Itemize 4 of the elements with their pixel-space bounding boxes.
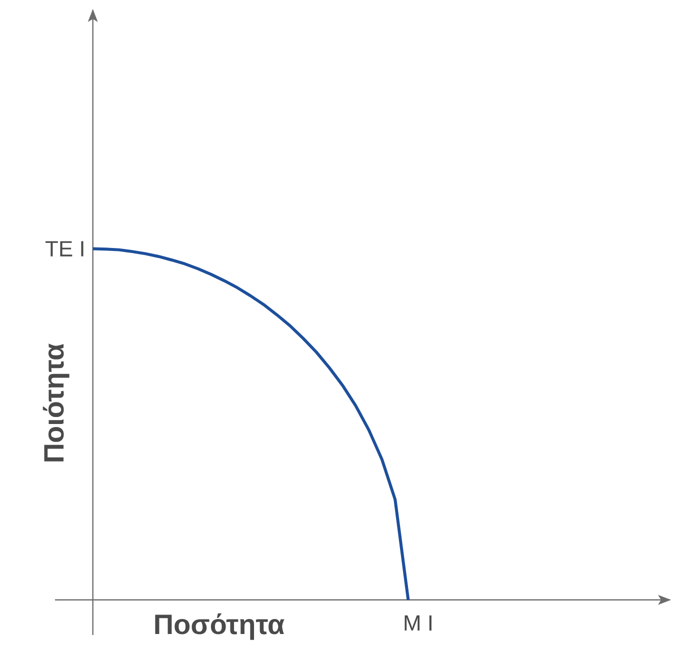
x-axis-title: Ποσότητα — [155, 613, 284, 640]
y-axis-title: Ποιότητα — [42, 344, 70, 462]
text: M I — [404, 615, 432, 631]
text: TE I — [45, 241, 84, 256]
